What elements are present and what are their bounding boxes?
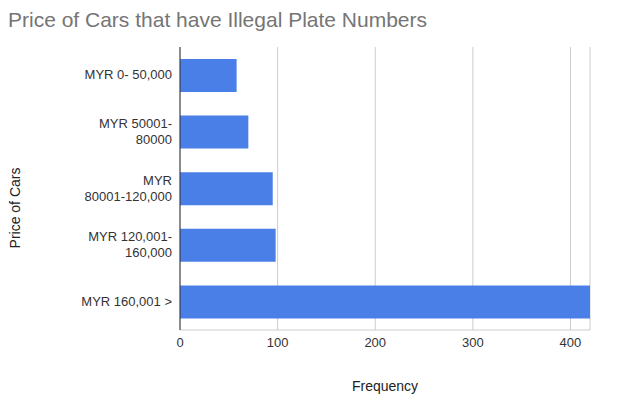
- svg-text:MYR 0- 50,000: MYR 0- 50,000: [85, 67, 172, 82]
- svg-text:MYR80001-120,000: MYR80001-120,000: [85, 173, 172, 204]
- svg-text:MYR 120,001-160,000: MYR 120,001-160,000: [88, 229, 172, 260]
- html-text:Price of Cars: Price of Cars: [7, 167, 23, 249]
- svg-text:200: 200: [364, 335, 386, 350]
- html-text:Frequency: Frequency: [351, 378, 419, 394]
- svg-text:MYR 50001-80000: MYR 50001-80000: [99, 116, 172, 147]
- svg-text:0: 0: [176, 335, 183, 350]
- svg-text:MYR 160,001 >: MYR 160,001 >: [81, 294, 172, 309]
- svg-text:300: 300: [462, 335, 484, 350]
- html-text:Price of Cars that have Illega: Price of Cars that have Illegal Plate Nu…: [8, 8, 427, 31]
- svg-text:100: 100: [267, 335, 289, 350]
- svg-text:400: 400: [560, 335, 582, 350]
